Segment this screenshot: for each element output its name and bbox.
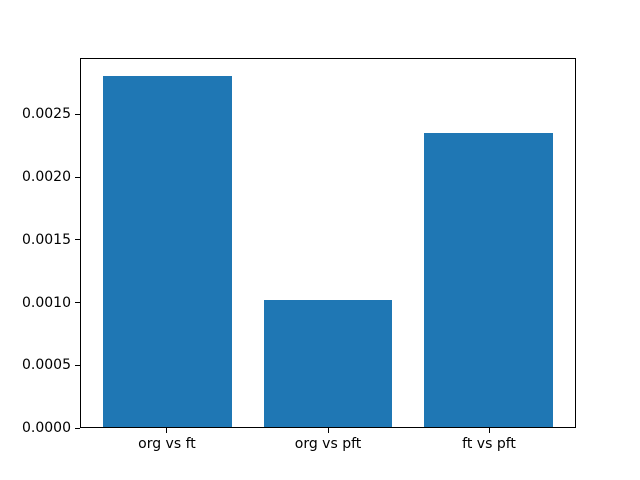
y-tick-mark (75, 364, 80, 366)
plot-area (80, 58, 576, 428)
y-tick-label: 0.0010 (22, 294, 71, 311)
bar-ft-vs-pft (424, 132, 553, 427)
x-tick-mark (327, 428, 329, 433)
x-tick-label: org vs ft (138, 436, 196, 452)
y-tick-label: 0.0025 (22, 106, 71, 123)
y-tick-mark (75, 427, 80, 429)
y-tick-mark (75, 239, 80, 241)
y-tick-mark (75, 113, 80, 115)
x-tick-label: org vs pft (294, 436, 362, 452)
x-tick-mark (488, 428, 490, 433)
bar-org-vs-ft (103, 76, 232, 427)
x-tick-mark (166, 428, 168, 433)
bar-org-vs-pft (263, 299, 393, 427)
y-tick-label: 0.0000 (22, 420, 71, 436)
y-tick-label: 0.0015 (22, 231, 71, 248)
y-tick-mark (75, 176, 80, 178)
y-tick-mark (75, 302, 80, 304)
x-tick-label: ft vs pft (462, 436, 516, 452)
y-tick-label: 0.0005 (22, 357, 71, 374)
y-tick-label: 0.0020 (22, 169, 71, 186)
